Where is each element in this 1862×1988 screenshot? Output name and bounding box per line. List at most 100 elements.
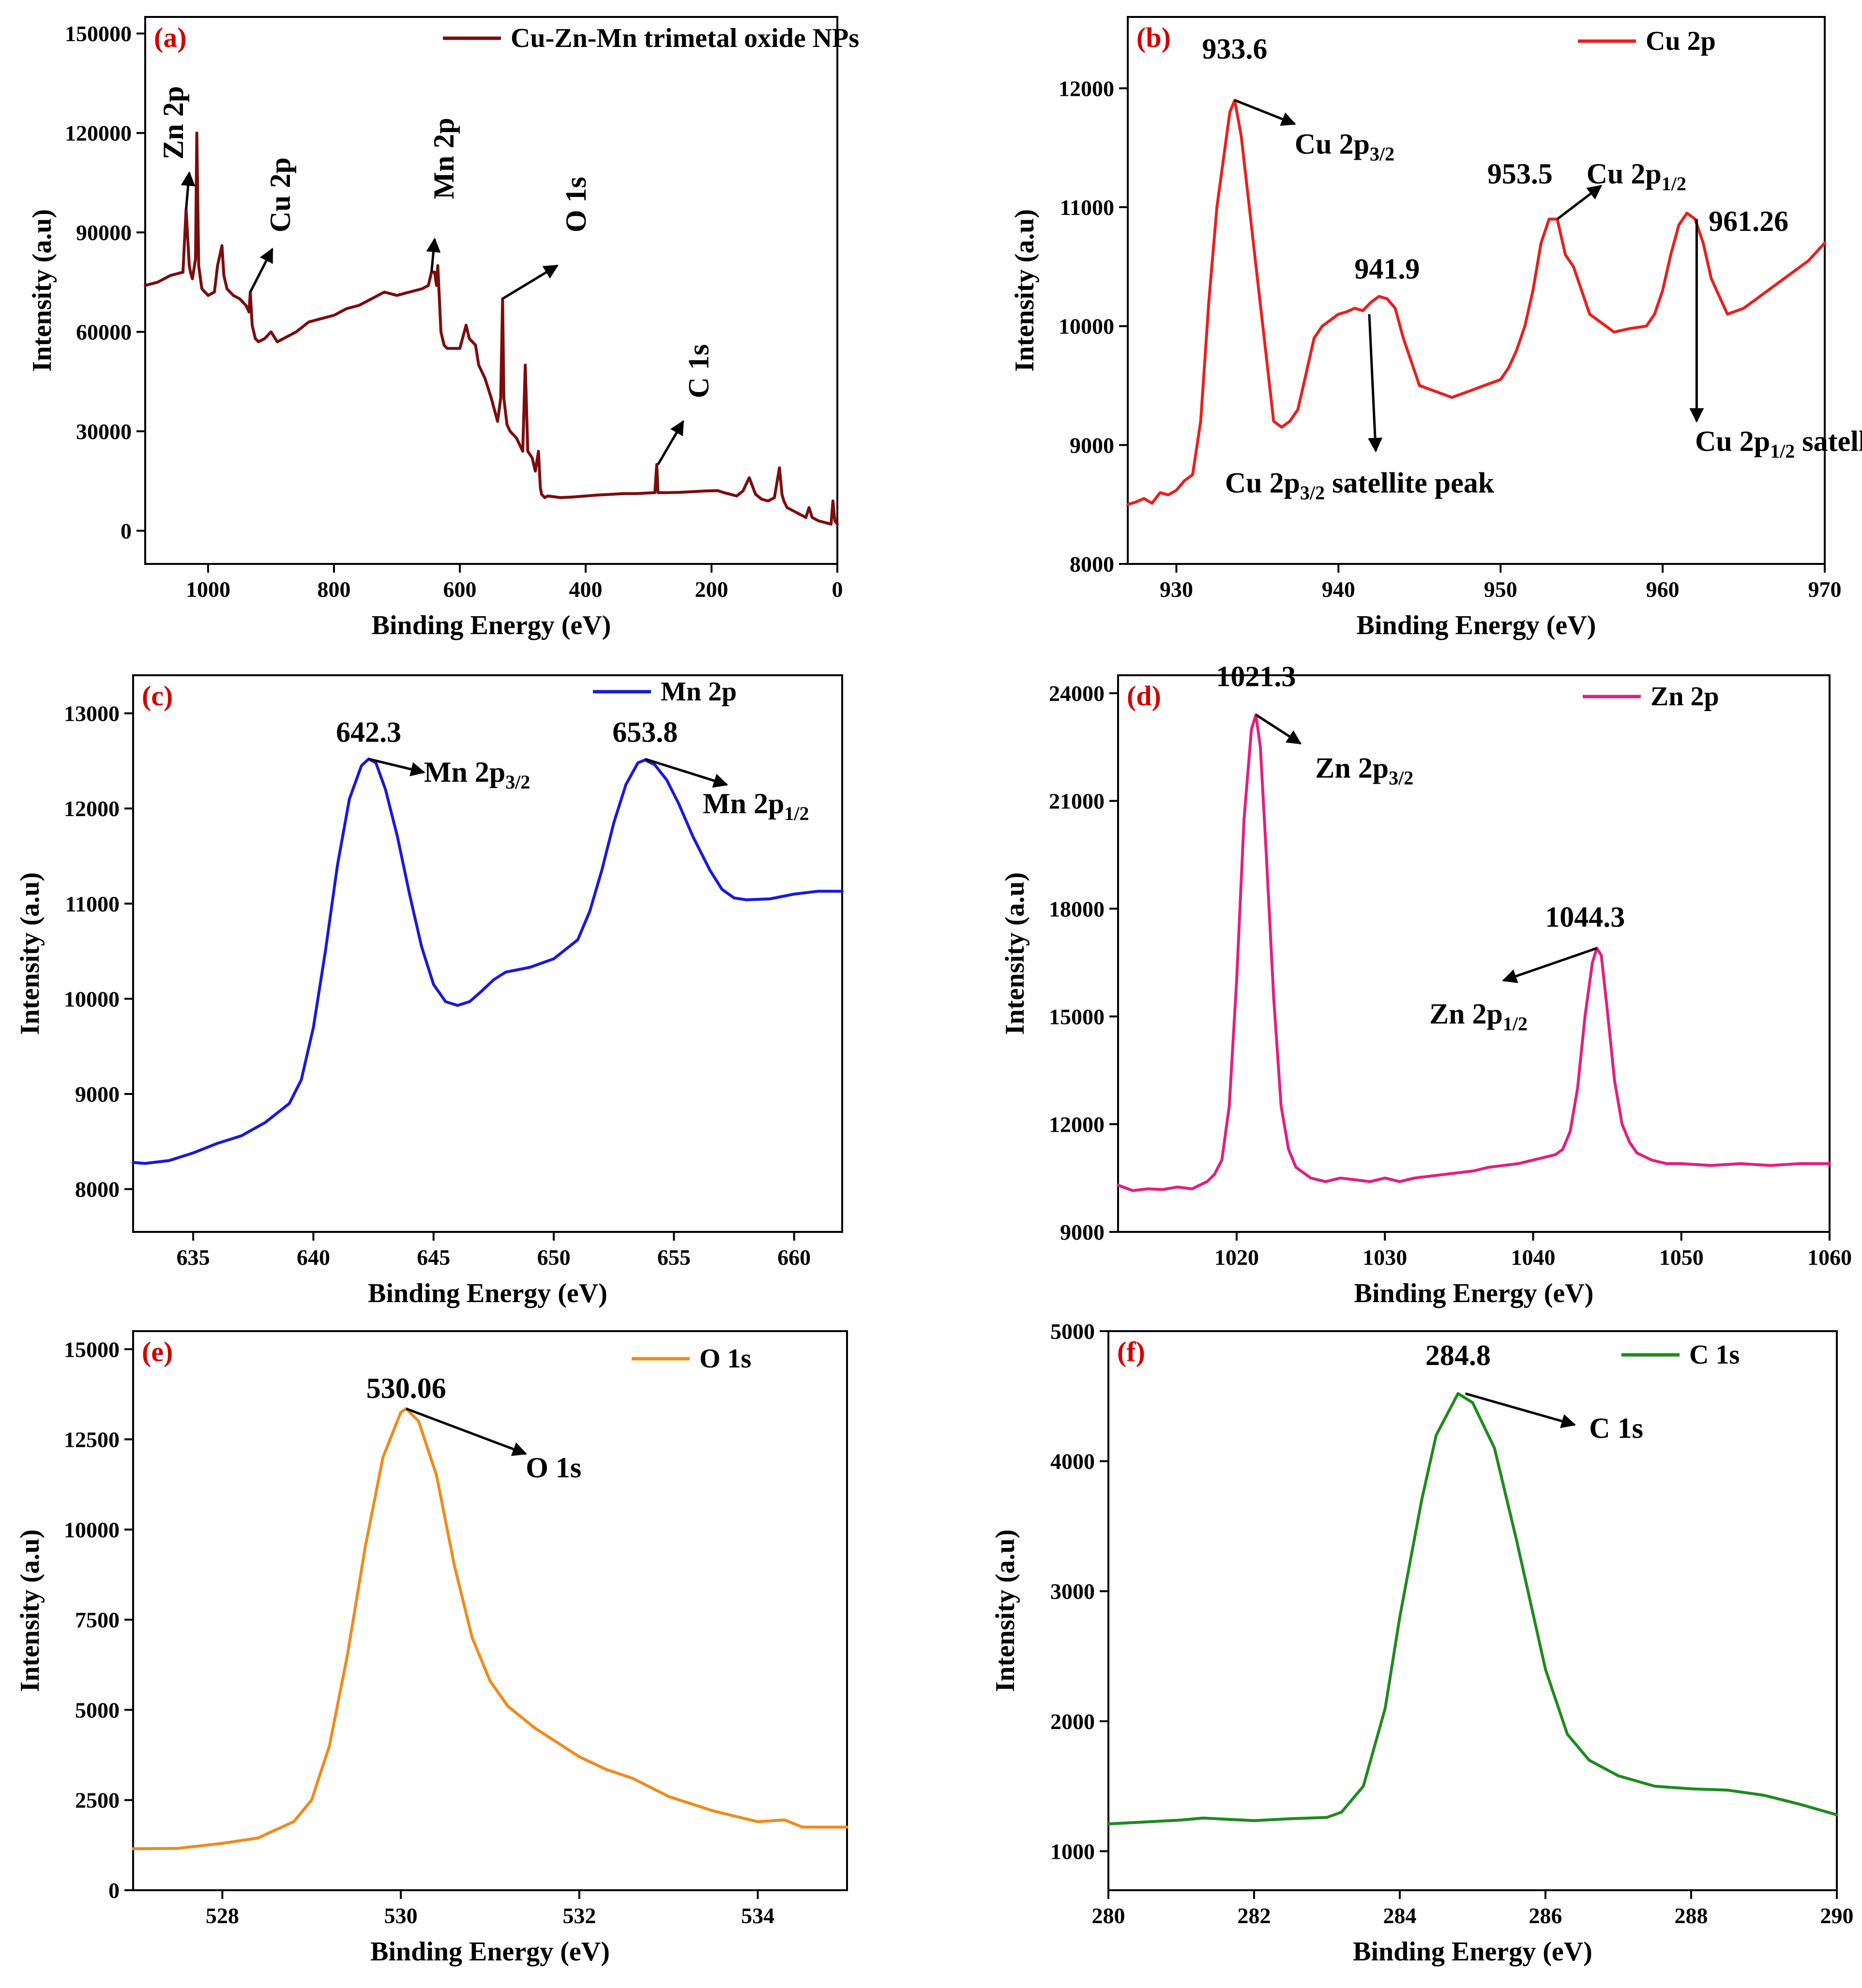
peak-name-label: Cu 2p1/2 satellite peak xyxy=(1695,425,1862,462)
y-tick-label: 9000 xyxy=(75,1082,120,1107)
peak-value-label: 1044.3 xyxy=(1545,901,1625,933)
chart-panel-e: 528 530 532 534 0 2500 5000 7500 10000 12500 15000… xyxy=(15,1330,848,1967)
x-axis-label: Binding Energy (eV) xyxy=(370,1937,610,1967)
x-axis-label: Binding Energy (eV) xyxy=(1354,1278,1594,1308)
y-tick-label: 15000 xyxy=(64,1337,120,1362)
x-tick-label: 282 xyxy=(1238,1903,1271,1928)
plot-frame xyxy=(1107,1330,1838,1891)
x-tick-label: 534 xyxy=(741,1903,774,1928)
x-tick-label: 930 xyxy=(1160,577,1193,602)
y-axis-label: Intensity (a.u) xyxy=(15,1529,45,1692)
y-tick-label: 3000 xyxy=(1050,1579,1095,1604)
peak-name-label: Mn 2p1/2 xyxy=(703,788,809,824)
x-tick-label: 532 xyxy=(562,1903,596,1928)
peak-value-label: 653.8 xyxy=(612,716,678,748)
plot-frame xyxy=(1127,16,1826,565)
series-line xyxy=(1117,713,1831,1192)
panel-tag: (d) xyxy=(1127,680,1161,712)
y-axis-label: Intensity (a.u) xyxy=(1000,872,1030,1035)
y-axis-label: Intensity (a.u) xyxy=(27,209,57,372)
x-tick-label: 1030 xyxy=(1362,1245,1407,1270)
chart-panel-c: 635 640 645 650 655 660 8000 9000 10000 11000 1200… xyxy=(15,674,844,1308)
y-tick-label: 5000 xyxy=(1050,1319,1095,1344)
x-tick-label: 1040 xyxy=(1511,1245,1556,1270)
x-tick-label: 650 xyxy=(537,1245,571,1270)
y-tick-label: 8000 xyxy=(75,1177,120,1202)
y-tick-label: 90000 xyxy=(76,220,132,245)
peak-value-label: 642.3 xyxy=(336,716,401,748)
y-tick-label: 11000 xyxy=(1060,195,1114,220)
y-tick-label: 8000 xyxy=(1070,552,1114,577)
peak-value-label: 530.06 xyxy=(366,1372,446,1404)
x-axis-label: Binding Energy (eV) xyxy=(368,1278,607,1308)
plot-frame xyxy=(132,1330,848,1891)
y-tick-label: 2000 xyxy=(1050,1709,1095,1734)
peak-name-label: Zn 2p1/2 xyxy=(1429,998,1528,1035)
y-tick-label: 21000 xyxy=(1049,789,1105,814)
y-tick-label: 10000 xyxy=(1059,314,1114,339)
annotation-arrow xyxy=(645,758,728,788)
series-line xyxy=(132,758,844,1165)
x-tick-label: 290 xyxy=(1820,1903,1854,1928)
x-tick-label: 1000 xyxy=(186,577,230,602)
x-tick-label: 1060 xyxy=(1807,1245,1852,1270)
x-tick-label: 530 xyxy=(384,1903,418,1928)
annotation-arrow xyxy=(181,171,196,210)
plot-frame xyxy=(132,674,843,1233)
y-tick-label: 10000 xyxy=(64,986,120,1011)
x-tick-label: 635 xyxy=(177,1245,210,1270)
x-axis-label: Binding Energy (eV) xyxy=(372,610,611,640)
y-tick-label: 11000 xyxy=(65,892,120,916)
panel-tag: (f) xyxy=(1117,1336,1145,1367)
y-tick-label: 9000 xyxy=(1060,1220,1105,1244)
peak-name-label: O 1s xyxy=(526,1452,581,1484)
legend-label: Mn 2p xyxy=(661,677,737,707)
plot-frame xyxy=(144,16,838,565)
series-line xyxy=(132,1407,848,1851)
annotation-arrow xyxy=(1368,314,1383,453)
panel-tag: (c) xyxy=(142,680,173,712)
x-tick-label: 950 xyxy=(1484,577,1517,602)
x-tick-label: 660 xyxy=(777,1245,811,1270)
x-axis-label: Binding Energy (eV) xyxy=(1353,1937,1592,1967)
chart-panel-b: 930 940 950 960 970 8000 9000 10000 11000 12000 Bi… xyxy=(1010,16,1862,640)
peak-value-label: 961.26 xyxy=(1709,205,1788,237)
y-tick-label: 2500 xyxy=(75,1788,120,1813)
peak-name-label: Mn 2p xyxy=(428,118,460,199)
legend-label: O 1s xyxy=(699,1344,751,1374)
y-tick-label: 13000 xyxy=(64,701,120,726)
series-line xyxy=(144,131,839,526)
x-tick-label: 960 xyxy=(1646,577,1680,602)
y-axis-label: Intensity (a.u) xyxy=(990,1529,1020,1692)
annotation-arrow xyxy=(1465,1392,1576,1428)
peak-name-label: Cu 2p xyxy=(264,157,296,232)
y-tick-label: 10000 xyxy=(64,1518,120,1542)
y-tick-label: 24000 xyxy=(1049,681,1105,706)
y-axis-label: Intensity (a.u) xyxy=(1010,209,1040,372)
x-tick-label: 970 xyxy=(1808,577,1842,602)
x-tick-label: 940 xyxy=(1322,577,1355,602)
legend-label: Cu 2p xyxy=(1646,26,1716,56)
annotation-arrow xyxy=(249,247,273,293)
y-tick-label: 9000 xyxy=(1070,433,1114,457)
panel-tag: (e) xyxy=(142,1336,173,1367)
x-tick-label: 1020 xyxy=(1214,1245,1259,1270)
x-tick-label: 655 xyxy=(657,1245,691,1270)
y-tick-label: 18000 xyxy=(1049,896,1105,921)
peak-name-label: Zn 2p3/2 xyxy=(1315,752,1413,789)
x-tick-label: 0 xyxy=(832,577,843,602)
legend-label: Zn 2p xyxy=(1650,682,1719,712)
annotation-arrow xyxy=(368,758,425,776)
annotation-arrow xyxy=(406,1407,528,1456)
annotation-arrow xyxy=(1502,947,1598,983)
y-tick-label: 0 xyxy=(108,1878,120,1903)
peak-value-label: 953.5 xyxy=(1487,158,1553,190)
annotation-arrow xyxy=(1234,99,1296,126)
x-tick-label: 400 xyxy=(569,577,603,602)
y-tick-label: 7500 xyxy=(75,1608,120,1632)
peak-name-label: Cu 2p1/2 xyxy=(1587,158,1686,195)
y-tick-label: 5000 xyxy=(75,1698,120,1722)
annotation-arrow xyxy=(1556,184,1603,220)
x-tick-label: 800 xyxy=(318,577,351,602)
